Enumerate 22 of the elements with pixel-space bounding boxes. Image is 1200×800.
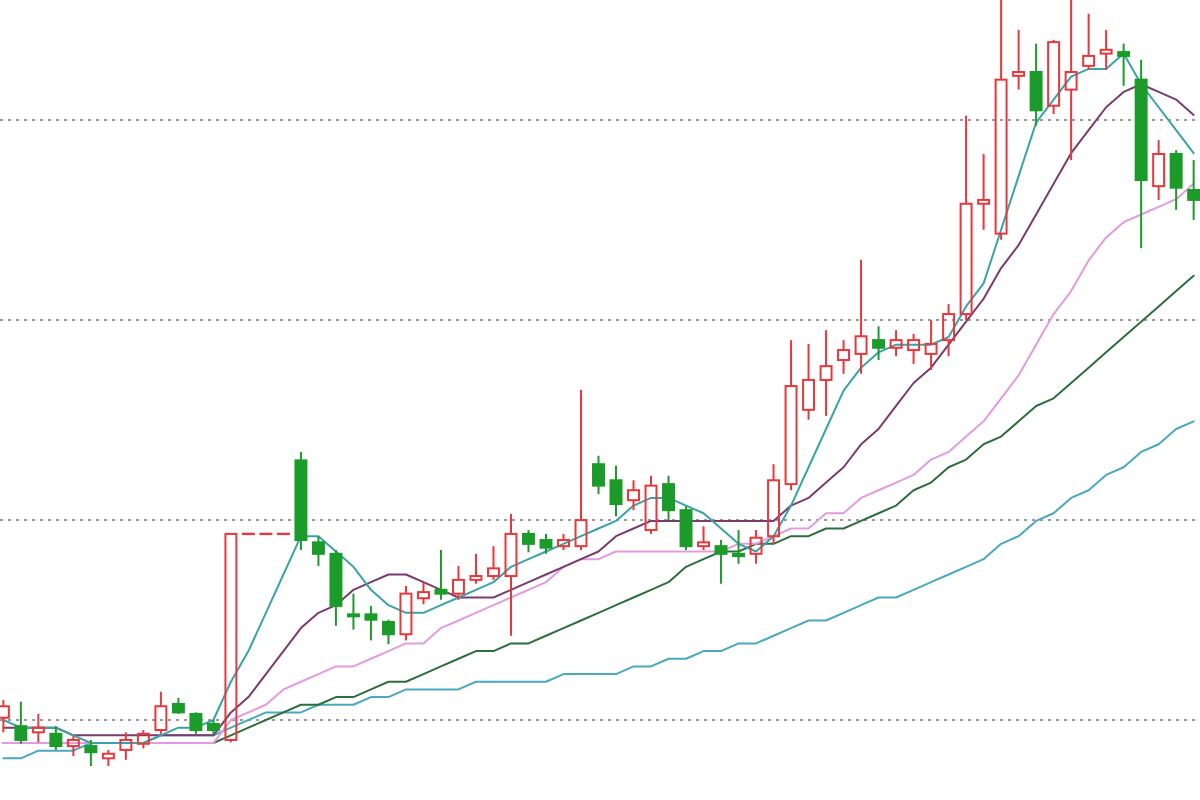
candlestick [977,152,991,231]
candlestick [1012,28,1026,91]
candlestick [837,339,851,375]
candlestick [1029,42,1043,127]
candlestick [802,342,816,421]
candlestick [1152,139,1166,201]
candlestick [504,512,518,637]
candlestick [854,258,868,375]
candlestick [31,712,45,744]
candlestick [346,592,360,631]
candlestick [1099,28,1113,71]
candlestick [942,303,956,358]
candlestick [1187,159,1200,221]
candlestick [119,731,133,761]
candlestick [924,319,938,371]
candlestick [1134,58,1148,250]
candlestick [1064,0,1078,162]
candlestick [732,529,746,565]
candlestick [749,529,763,565]
candlestick [627,479,640,512]
candlestick [767,463,781,545]
candlestick [819,329,833,417]
